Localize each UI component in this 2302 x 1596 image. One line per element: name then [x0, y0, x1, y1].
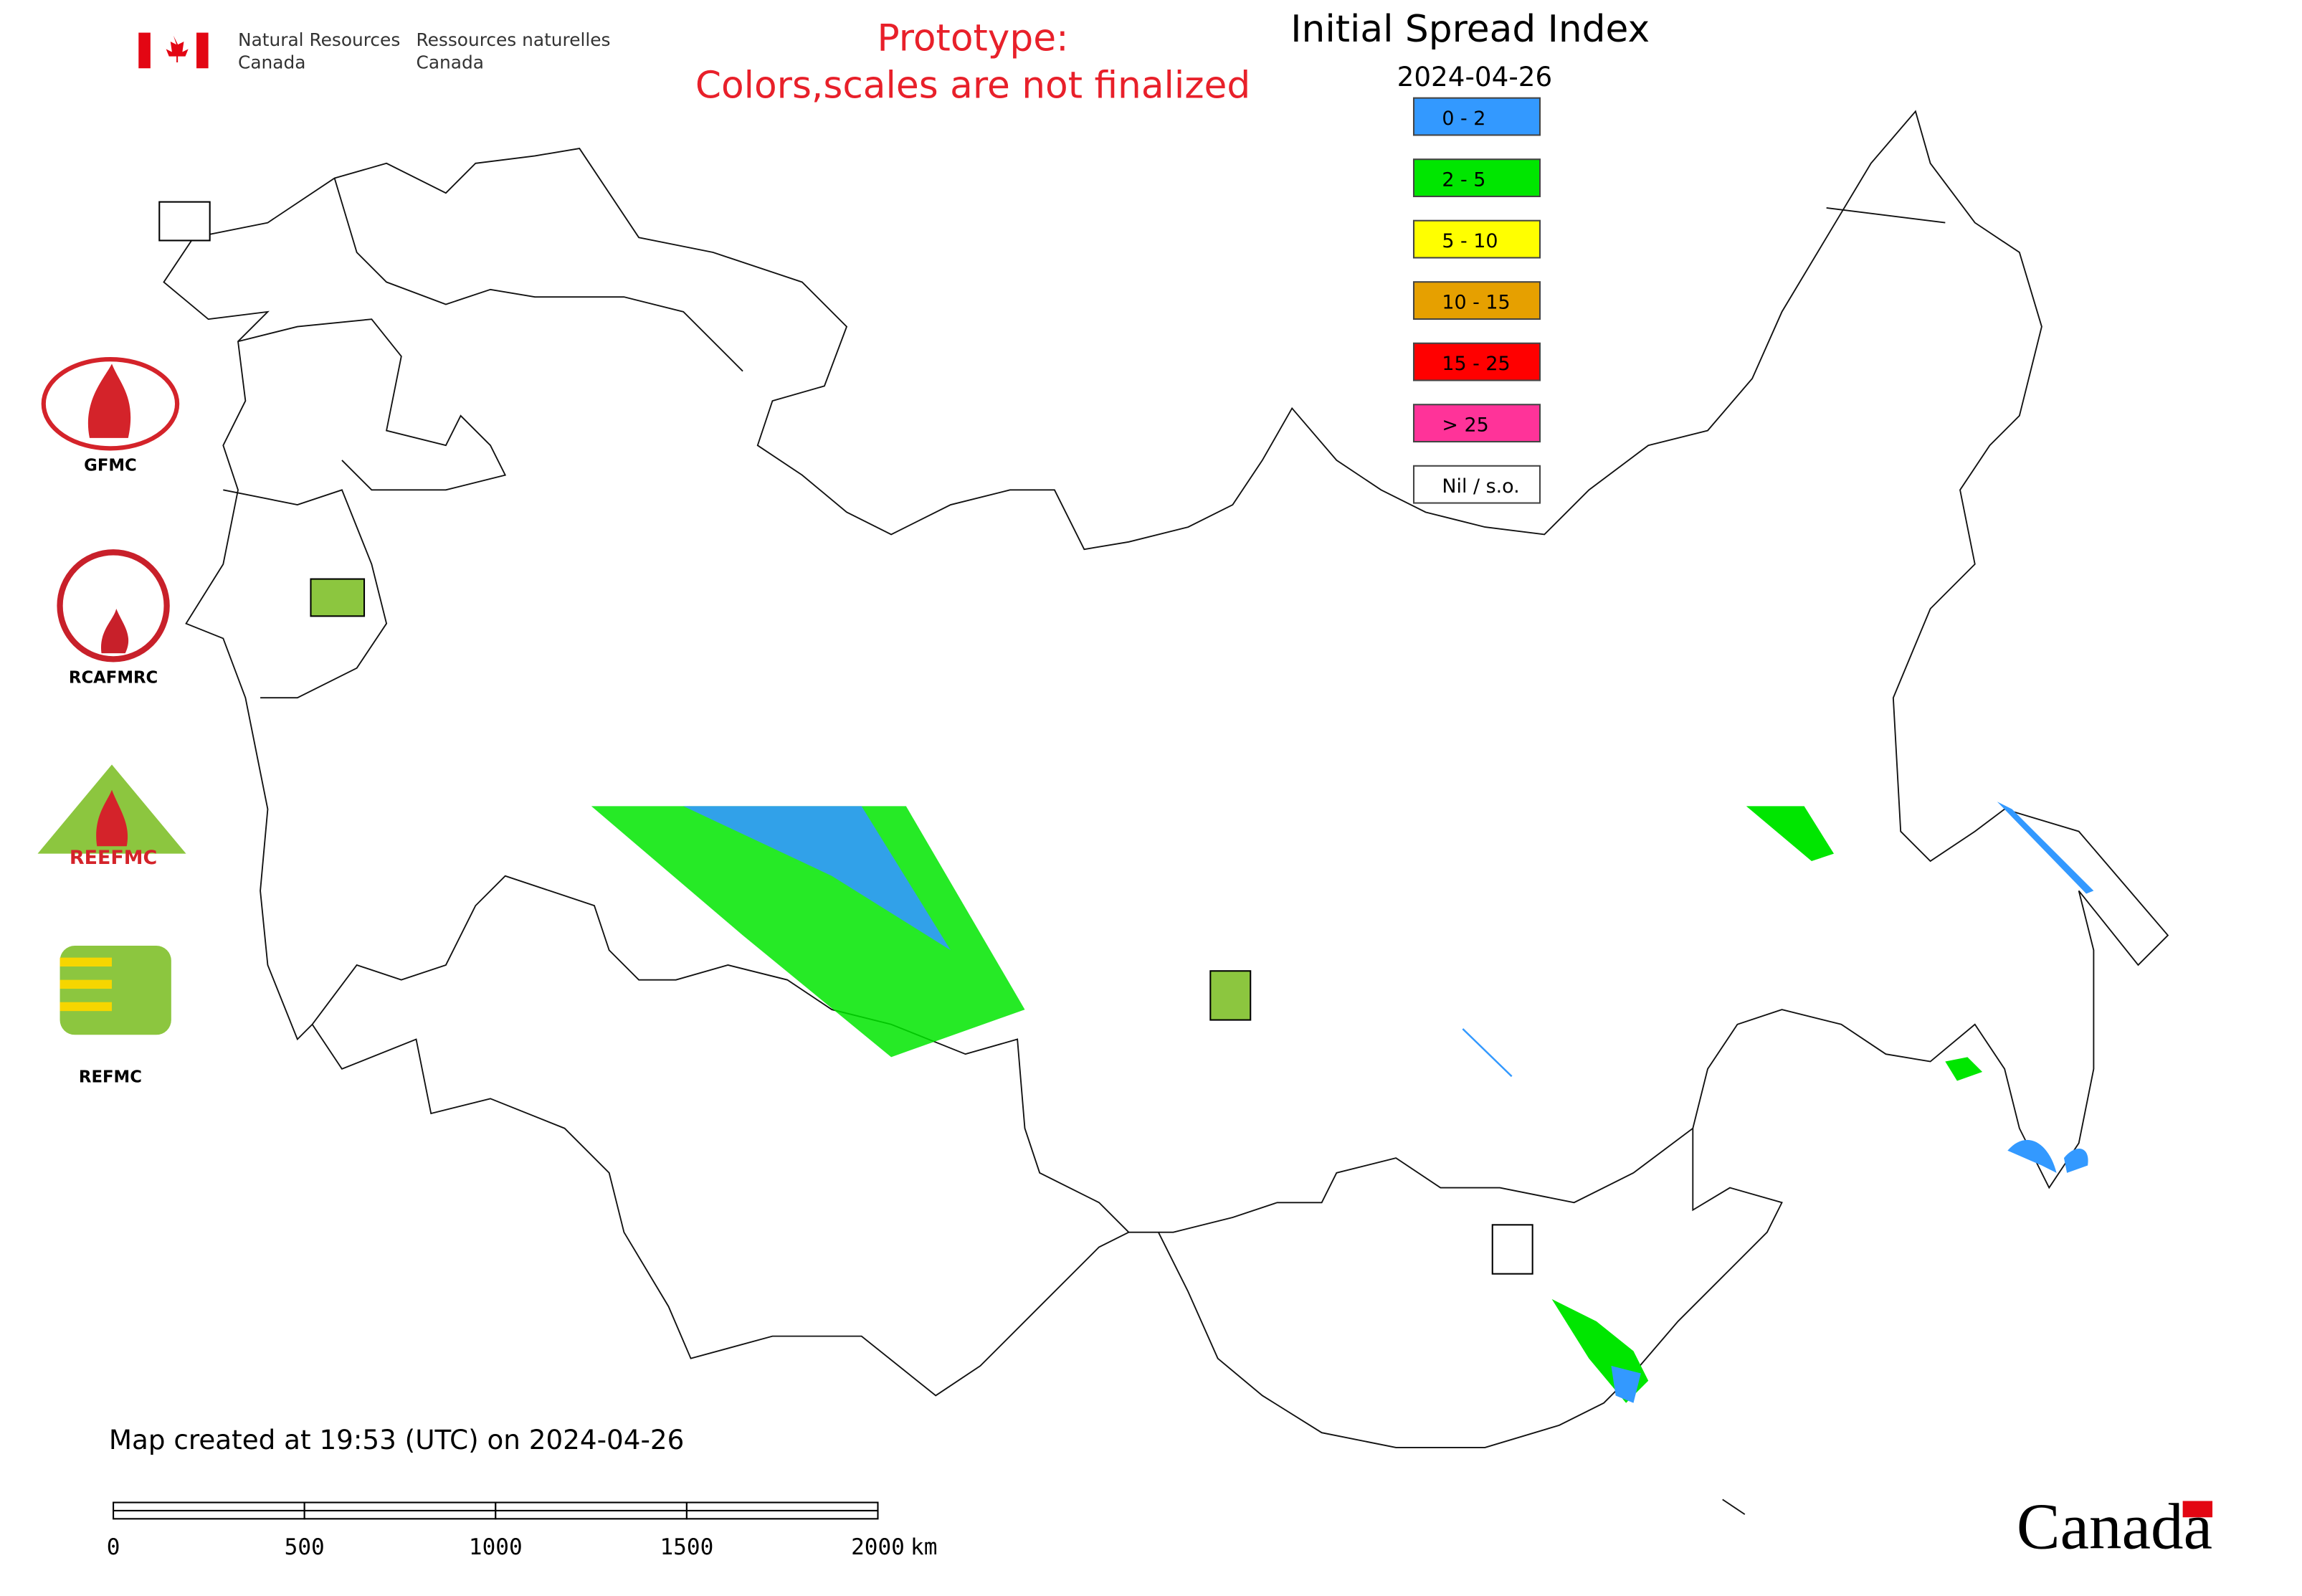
scale-unit: km	[910, 1534, 937, 1560]
logo-label: REFMC	[79, 1068, 142, 1087]
legend-swatch	[1412, 465, 1541, 504]
logo-label: REEFMC	[70, 847, 157, 869]
legend-label: 15 - 25	[1442, 353, 1510, 375]
basemap	[163, 110, 2169, 1515]
logo-label: GFMC	[84, 456, 137, 475]
legend-label: Nil / s.o.	[1442, 475, 1519, 498]
notice: Colors,scales are not finalized	[695, 65, 1250, 108]
map-title: Initial Spread Index	[1290, 8, 1650, 51]
agency-fr: Ressources naturelles	[417, 29, 611, 50]
notice: Prototype:	[877, 16, 1068, 60]
legend-swatch	[1412, 404, 1541, 443]
isi-patches	[591, 802, 2094, 1403]
legend-swatch	[1412, 97, 1541, 136]
partner-logos: GFMC RCAFMRC REEFMC REFMC	[37, 201, 1533, 1275]
legend-swatch	[1412, 342, 1541, 381]
scale-label: 0	[107, 1534, 120, 1560]
legend-label: > 25	[1442, 414, 1488, 437]
map-date: 2024-04-26	[1397, 61, 1553, 92]
scale-label: 500	[285, 1534, 325, 1560]
wordmark: Canada	[2017, 1491, 2212, 1563]
legend-label: 2 - 5	[1442, 168, 1485, 191]
scale-label: 2000	[851, 1534, 905, 1560]
legend-swatch	[1412, 158, 1541, 197]
scale-bar: 0 500 1000 1500 2000 km	[107, 1501, 937, 1560]
agency-en: Natural Resources	[238, 29, 400, 50]
legend-label: 5 - 10	[1442, 230, 1498, 252]
agency-fr: Canada	[417, 52, 484, 72]
legend-swatch	[1412, 281, 1541, 320]
legend-swatch	[1412, 219, 1541, 259]
scale-label: 1500	[660, 1534, 713, 1560]
logo-label: RCAFMRC	[69, 669, 158, 688]
agency-en: Canada	[238, 52, 305, 72]
scale-label: 1000	[469, 1534, 523, 1560]
gov-header: Natural Resources Canada Ressources natu…	[138, 29, 611, 72]
footer-note: Map created at 19:53 (UTC) on 2024-04-26	[109, 1424, 684, 1455]
legend: 0 - 2 2 - 5 5 - 10 10 - 15 15 - 25 > 25 Nil / …	[1412, 97, 1541, 504]
legend-label: 10 - 15	[1442, 291, 1510, 313]
legend-label: 0 - 2	[1442, 108, 1485, 130]
